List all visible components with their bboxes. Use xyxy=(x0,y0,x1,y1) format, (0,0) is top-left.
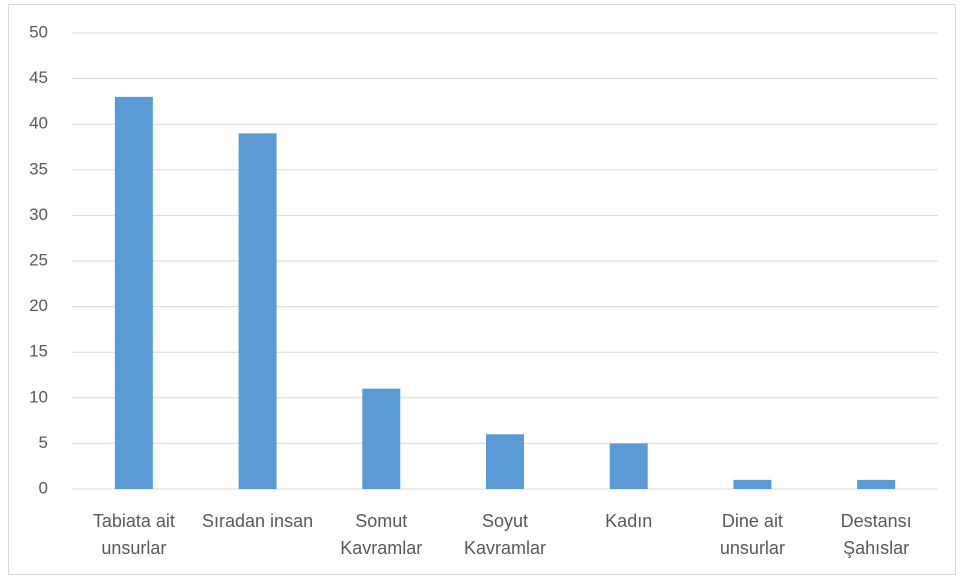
y-tick-label: 10 xyxy=(29,387,48,406)
y-tick-label: 30 xyxy=(29,205,48,224)
chart-border xyxy=(8,4,956,575)
x-tick-label: Destansı Şahıslar xyxy=(840,511,912,558)
x-tick-label: Somut Kavramlar xyxy=(340,511,423,558)
y-tick-label: 0 xyxy=(39,478,48,497)
bar xyxy=(733,479,772,489)
x-tick-label: Kadın xyxy=(605,511,653,531)
y-tick-label: 35 xyxy=(29,159,48,178)
bar xyxy=(114,96,153,489)
bar xyxy=(238,133,277,489)
y-tick-label: 40 xyxy=(29,114,48,133)
bar xyxy=(609,443,648,489)
y-tick-label: 25 xyxy=(29,250,48,269)
x-tick-label: Sıradan insan xyxy=(202,511,314,531)
bar xyxy=(857,479,896,489)
x-tick-label: Tabiata ait unsurlar xyxy=(92,511,175,558)
y-tick-label: 15 xyxy=(29,342,48,361)
x-tick-label: Soyut Kavramlar xyxy=(463,511,547,558)
x-tick-label: Dine ait unsurlar xyxy=(719,511,785,558)
bar xyxy=(362,388,401,489)
y-tick-label: 20 xyxy=(29,296,48,315)
y-tick-label: 50 xyxy=(29,22,48,41)
y-tick-label: 5 xyxy=(39,433,48,452)
y-tick-label: 45 xyxy=(29,68,48,87)
bar xyxy=(486,434,524,489)
